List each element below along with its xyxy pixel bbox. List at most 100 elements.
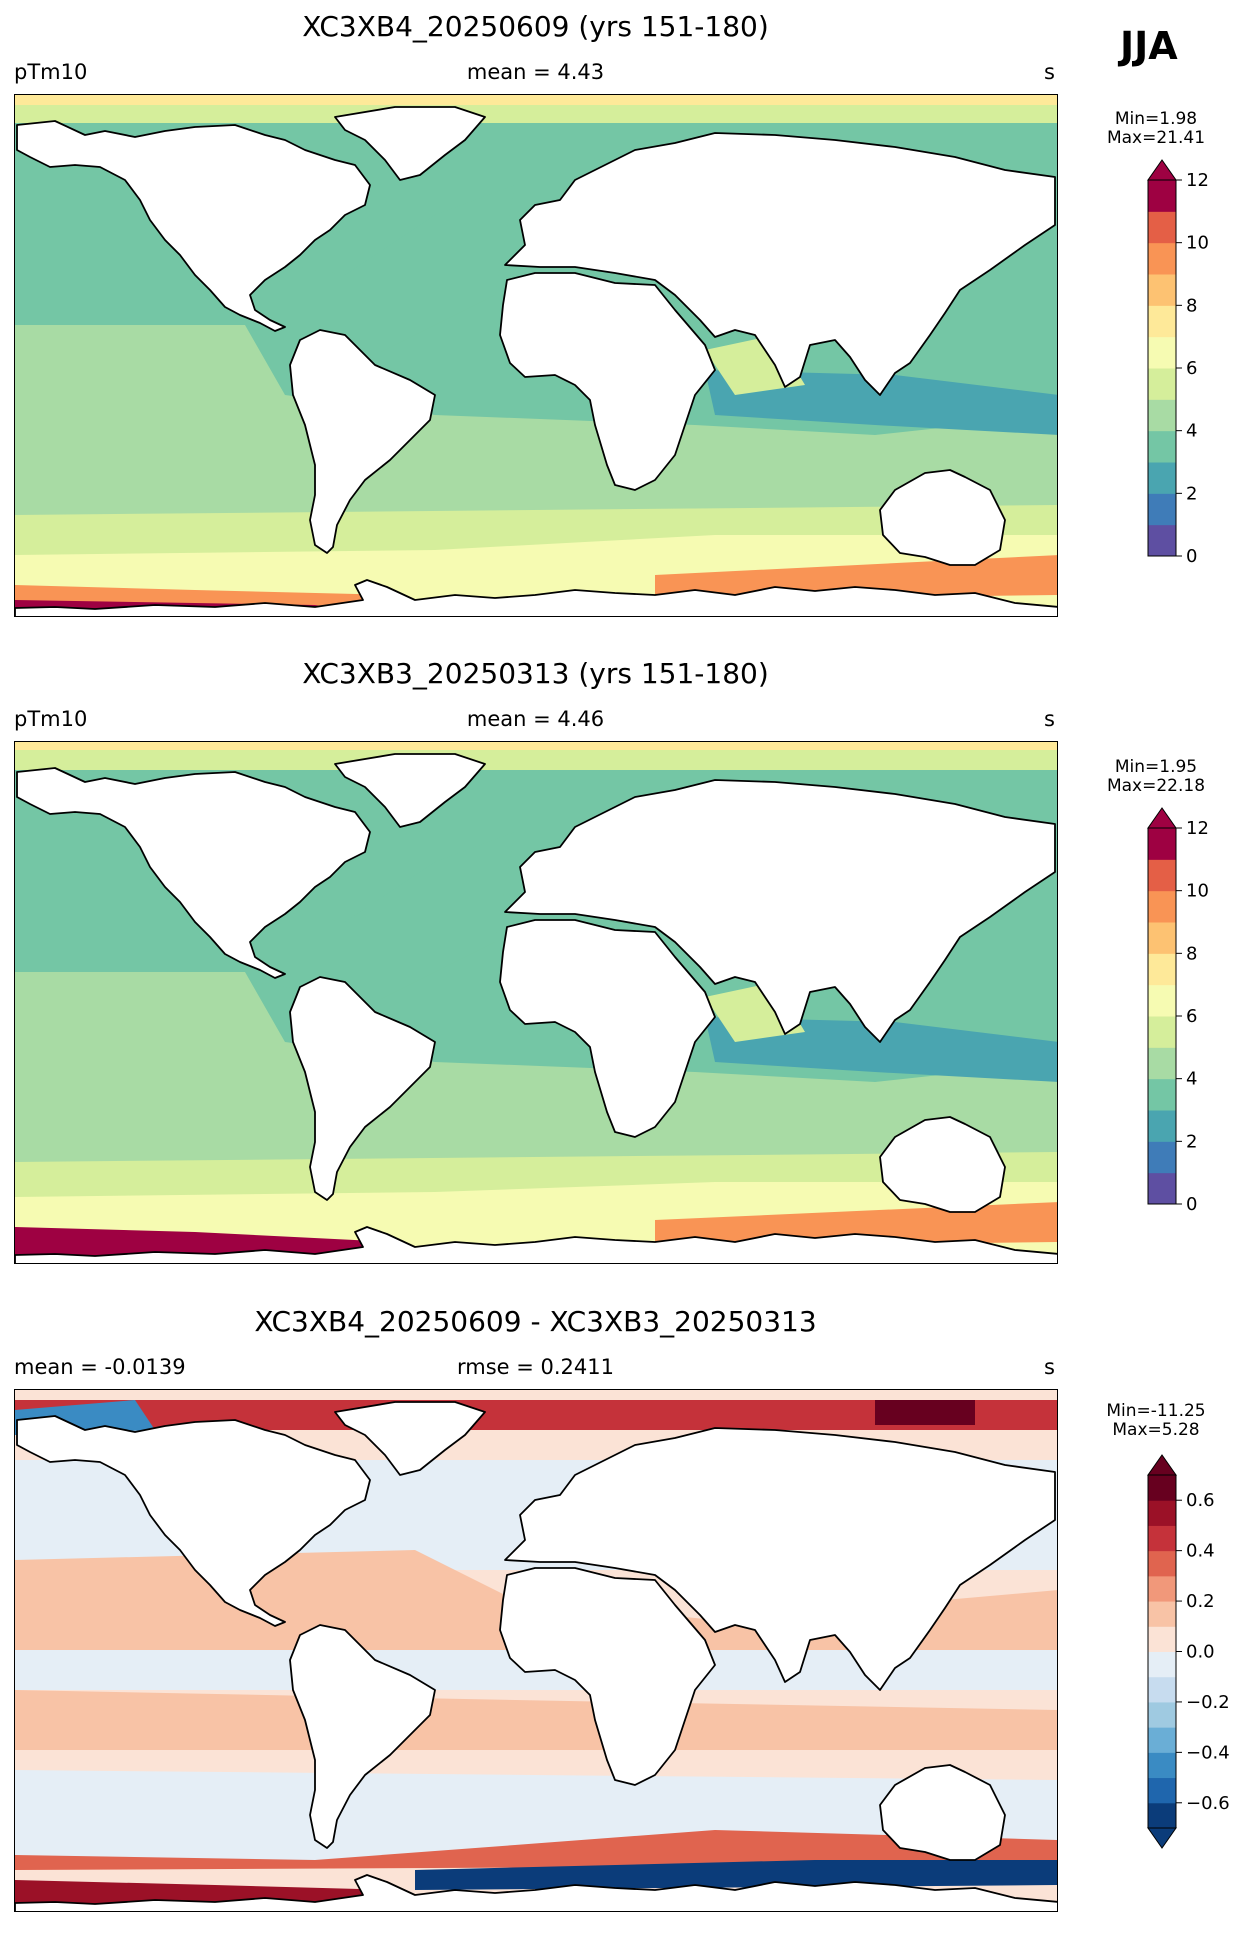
colorbar-segment	[1148, 180, 1176, 212]
colorbar-segment	[1148, 1651, 1176, 1678]
ocean-field-patch	[15, 742, 1057, 750]
colorbar-tick-label: 0.4	[1186, 1541, 1215, 1562]
colorbar-segment	[1148, 1110, 1176, 1142]
panel-1-max: Max=21.41	[1106, 128, 1206, 148]
colorbar-segment	[1148, 1676, 1176, 1703]
colorbar-segment	[1148, 1626, 1176, 1652]
colorbar-segment	[1148, 1172, 1176, 1205]
colorbar-tick-label: 6	[1186, 358, 1197, 379]
colorbar-tick-label: 4	[1186, 421, 1197, 442]
panel-2-units-label: s	[1044, 707, 1055, 731]
ocean-field-patch	[655, 555, 1057, 600]
colorbar-tick-label: 10	[1186, 233, 1209, 254]
coastline-antarctica	[15, 1874, 1057, 1911]
colorbar-segment	[1148, 984, 1176, 1017]
colorbar-segment	[1148, 828, 1176, 860]
panel-3-title: XC3XB4_20250609 - XC3XB3_20250313	[254, 1305, 817, 1338]
coastline-north-america	[16, 767, 371, 979]
colorbar-segment	[1148, 1752, 1176, 1779]
ocean-field-patch	[875, 1400, 975, 1425]
panel-3-colorbar: −0.6 −0.4 −0.2 0.0 0.2 0.4 0.6	[1147, 1454, 1248, 1849]
colorbar-segment	[1148, 211, 1176, 244]
colorbar-segment	[1148, 1802, 1176, 1829]
colorbar-segment	[1148, 274, 1176, 306]
panel-1-map	[14, 94, 1058, 617]
colorbar-tick-label: −0.4	[1186, 1742, 1230, 1763]
colorbar-tick-label: 10	[1186, 881, 1209, 902]
coastline-africa	[499, 1567, 716, 1786]
colorbar-segment	[1148, 524, 1176, 557]
panel-3-map	[14, 1389, 1058, 1912]
panel-1-min: Min=1.98	[1114, 109, 1198, 129]
colorbar-tick-label: 12	[1186, 170, 1209, 191]
colorbar-tick-label: 0	[1186, 1194, 1197, 1215]
panel-3-stats: Min=-11.25 Max=5.28	[1086, 1402, 1226, 1440]
ocean-field-patch	[415, 1860, 1057, 1890]
coastline-eurasia	[504, 132, 1056, 396]
colorbar-extend-max	[1147, 1454, 1177, 1476]
panel-2-mean-label: mean = 4.46	[466, 707, 605, 731]
panel-1-variable-label: pTm10	[14, 60, 88, 84]
colorbar-segment	[1148, 430, 1176, 463]
colorbar-tick-label: 8	[1186, 943, 1197, 964]
colorbar-segment	[1148, 336, 1176, 369]
colorbar-extend-min	[1147, 1827, 1177, 1849]
ocean-field-patch	[655, 1202, 1057, 1247]
coastline-south-america	[289, 976, 436, 1201]
coastline-greenland	[334, 1401, 486, 1476]
colorbar-segment	[1148, 305, 1176, 338]
colorbar-segment	[1148, 1575, 1176, 1602]
colorbar-tick-label: 4	[1186, 1069, 1197, 1090]
colorbar-segment	[1148, 1500, 1176, 1526]
ocean-field-patch	[15, 1690, 1057, 1750]
panel-1-colorbar: 0 2 4 6 8 10 12	[1147, 159, 1248, 567]
colorbar-tick-label: 2	[1186, 1131, 1197, 1152]
panel-2-max: Max=22.18	[1106, 776, 1206, 796]
coastline-greenland	[334, 106, 486, 181]
colorbar-tick-label: 0.0	[1186, 1642, 1215, 1663]
ocean-field-patch	[15, 1830, 1057, 1870]
colorbar-segment	[1148, 1525, 1176, 1552]
panel-2-stats: Min=1.95 Max=22.18	[1086, 758, 1226, 796]
colorbar-segment	[1148, 242, 1176, 275]
panel-2-variable-label: pTm10	[14, 707, 88, 731]
colorbar-extend-max	[1147, 159, 1177, 181]
colorbar-tick-label: 2	[1186, 483, 1197, 504]
panel-1-mean-label: mean = 4.43	[466, 60, 605, 84]
colorbar-segment	[1148, 1701, 1176, 1728]
coastline-south-america	[289, 1624, 436, 1849]
colorbar-tick-label: 8	[1186, 295, 1197, 316]
season-label: JJA	[1120, 24, 1178, 68]
colorbar-segment	[1148, 859, 1176, 892]
coastline-africa	[499, 272, 716, 491]
coastline-north-america	[16, 120, 371, 332]
panel-3-rmse-label: rmse = 0.2411	[456, 1355, 614, 1379]
colorbar-segment	[1148, 368, 1176, 400]
colorbar-segment	[1148, 1727, 1176, 1753]
ocean-field-patch	[15, 1400, 1057, 1430]
panel-3-units-label: s	[1044, 1355, 1055, 1379]
coastline-north-america	[16, 1415, 371, 1627]
coastline-eurasia	[504, 1427, 1056, 1691]
colorbar-segment	[1148, 493, 1176, 526]
coastline-africa	[499, 919, 716, 1138]
coastline-antarctica	[15, 579, 1057, 616]
panel-1-stats: Min=1.98 Max=21.41	[1086, 110, 1226, 148]
colorbar-segment	[1148, 399, 1176, 432]
coastline-australia	[879, 469, 1006, 566]
colorbar-segment	[1148, 1016, 1176, 1048]
panel-3-max: Max=5.28	[1112, 1420, 1200, 1440]
coastline-greenland	[334, 753, 486, 828]
colorbar-segment	[1148, 1078, 1176, 1111]
panel-1-units-label: s	[1044, 60, 1055, 84]
ocean-field-patch	[15, 325, 1057, 555]
coastline-eurasia	[504, 779, 1056, 1043]
colorbar-segment	[1148, 462, 1176, 494]
colorbar-segment	[1148, 890, 1176, 923]
colorbar-segment	[1148, 1475, 1176, 1501]
colorbar-segment	[1148, 1777, 1176, 1804]
coastline-south-america	[289, 329, 436, 554]
colorbar-segment	[1148, 953, 1176, 986]
coastline-australia	[879, 1116, 1006, 1213]
colorbar-segment	[1148, 1047, 1176, 1080]
